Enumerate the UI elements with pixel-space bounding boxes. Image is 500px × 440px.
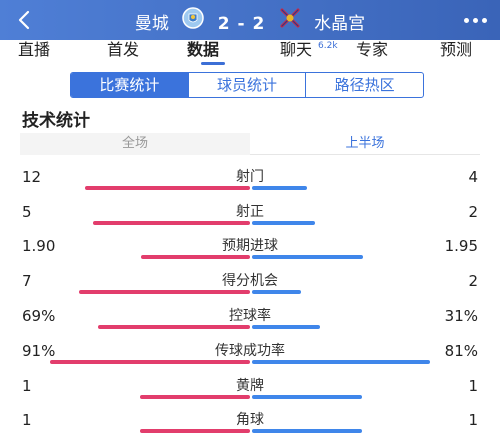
period-full-match[interactable]: 全场 xyxy=(20,133,250,155)
away-bar xyxy=(252,290,301,294)
match-header: 曼城 2 - 2 水晶宫 xyxy=(0,0,500,40)
tab-experts[interactable]: 专家 xyxy=(356,40,389,59)
home-value: 1 xyxy=(22,377,32,395)
away-value: 1 xyxy=(468,411,478,429)
home-bar xyxy=(79,290,250,294)
chat-count-badge: 6.2k xyxy=(318,41,338,51)
segment-match-stats[interactable]: 比赛统计 xyxy=(71,73,189,97)
stat-row: 5 射正 2 xyxy=(0,203,500,235)
tab-prediction[interactable]: 预测 xyxy=(440,40,473,59)
home-bar xyxy=(50,360,250,364)
away-value: 1 xyxy=(468,377,478,395)
segment-player-stats[interactable]: 球员统计 xyxy=(189,73,307,97)
period-switch: 全场 上半场 xyxy=(20,133,480,155)
more-dots-icon[interactable] xyxy=(464,18,488,24)
match-score: 2 - 2 xyxy=(217,14,266,34)
stat-label: 预期进球 xyxy=(222,238,278,254)
home-bar xyxy=(140,429,250,433)
home-bar xyxy=(85,186,250,190)
chevron-left-icon[interactable] xyxy=(14,8,36,32)
stat-row: 69% 控球率 31% xyxy=(0,307,500,339)
home-value: 12 xyxy=(22,168,42,186)
active-tab-indicator xyxy=(201,62,225,65)
stats-segment-control: 比赛统计 球员统计 路径热区 xyxy=(70,72,424,98)
stat-label: 射正 xyxy=(236,204,264,220)
away-value: 81% xyxy=(444,342,478,360)
stat-row: 1 黄牌 1 xyxy=(0,377,500,409)
stat-row: 91% 传球成功率 81% xyxy=(0,342,500,374)
home-bar xyxy=(141,255,250,259)
tab-live[interactable]: 直播 xyxy=(18,40,51,59)
tab-data[interactable]: 数据 xyxy=(187,40,220,59)
away-value: 31% xyxy=(444,307,478,325)
stat-row: 7 得分机会 2 xyxy=(0,272,500,304)
away-value: 1.95 xyxy=(444,237,478,255)
home-bar xyxy=(98,325,250,329)
away-bar xyxy=(252,255,363,259)
away-value: 4 xyxy=(468,168,478,186)
tab-chat[interactable]: 聊天 xyxy=(280,40,313,59)
stat-row: 12 射门 4 xyxy=(0,168,500,200)
home-value: 7 xyxy=(22,272,32,290)
away-bar xyxy=(252,221,315,225)
home-bar xyxy=(140,395,250,399)
match-title: 曼城 2 - 2 水晶宫 xyxy=(0,7,500,37)
stat-label: 角球 xyxy=(236,412,264,428)
away-bar xyxy=(252,429,362,433)
stat-row: 1.90 预期进球 1.95 xyxy=(0,237,500,269)
away-team-name: 水晶宫 xyxy=(314,14,366,34)
away-team-badge-icon xyxy=(280,8,300,28)
home-value: 5 xyxy=(22,203,32,221)
home-value: 69% xyxy=(22,307,56,325)
home-value: 1.90 xyxy=(22,237,56,255)
home-bar xyxy=(93,221,250,225)
stat-label: 得分机会 xyxy=(222,273,278,289)
stat-label: 射门 xyxy=(236,169,264,185)
segment-heatmap[interactable]: 路径热区 xyxy=(334,76,395,94)
stat-label: 控球率 xyxy=(229,308,271,324)
away-bar xyxy=(252,395,362,399)
stat-row: 1 角球 1 xyxy=(0,411,500,440)
stat-label: 黄牌 xyxy=(236,378,264,394)
home-team-badge-icon xyxy=(182,7,205,29)
home-value: 1 xyxy=(22,411,32,429)
section-title: 技术统计 xyxy=(22,111,90,131)
period-first-half[interactable]: 上半场 xyxy=(250,133,480,155)
away-value: 2 xyxy=(468,272,478,290)
away-bar xyxy=(252,186,307,190)
away-bar xyxy=(252,325,320,329)
stat-label: 传球成功率 xyxy=(215,343,285,359)
away-value: 2 xyxy=(468,203,478,221)
home-team-name: 曼城 xyxy=(134,14,169,34)
home-value: 91% xyxy=(22,342,56,360)
tab-lineup[interactable]: 首发 xyxy=(107,40,140,59)
away-bar xyxy=(252,360,430,364)
match-tabs: 直播 首发 数据 聊天 专家 预测 xyxy=(0,40,500,66)
